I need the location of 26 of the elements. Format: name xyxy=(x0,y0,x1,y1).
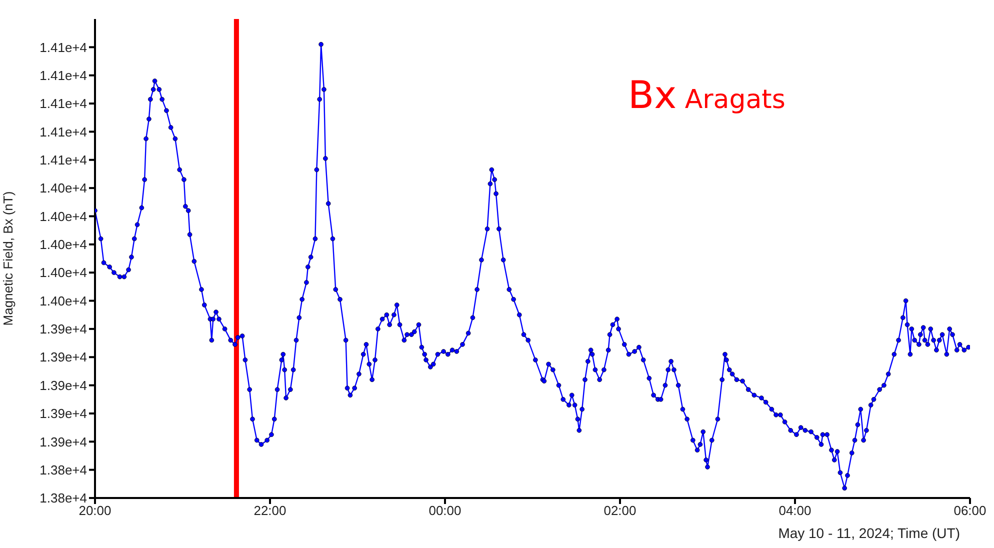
x-tick-label: 06:00 xyxy=(954,503,986,518)
y-tick-label: 1.39e+4 xyxy=(40,350,87,365)
x-tick-label: 20:00 xyxy=(78,503,112,518)
y-tick-label: 1.40e+4 xyxy=(40,293,87,308)
y-tick-label: 1.41e+4 xyxy=(40,152,87,168)
y-tick-label: 1.40e+4 xyxy=(40,265,87,280)
x-tick-label: 02:00 xyxy=(604,503,636,518)
y-tick-label: 1.38e+4 xyxy=(40,490,87,506)
x-axis-title: May 10 - 11, 2024; Time (UT) xyxy=(778,525,960,541)
y-tick-label: 1.39e+4 xyxy=(40,378,87,393)
y-tick-label: 1.41e+4 xyxy=(40,68,87,83)
y-tick-label: 1.40e+4 xyxy=(40,180,87,196)
y-tick-label: 1.38e+4 xyxy=(40,462,87,478)
x-tick-label: 04:00 xyxy=(778,503,812,518)
y-tick-label: 1.41e+4 xyxy=(40,96,87,112)
x-tick-label: 00:00 xyxy=(428,503,462,518)
y-tick-label: 1.41e+4 xyxy=(40,124,87,140)
x-tick-label: 22:00 xyxy=(254,503,286,518)
annotation: Bx Aragats xyxy=(628,73,786,117)
y-tick-label: 1.39e+4 xyxy=(40,434,87,450)
y-tick-label: 1.40e+4 xyxy=(40,237,87,252)
y-axis-title: Magnetic Field, Bx (nT) xyxy=(0,191,16,326)
y-tick-label: 1.39e+4 xyxy=(40,406,87,422)
y-tick-label: 1.39e+4 xyxy=(40,322,87,337)
y-tick-label: 1.40e+4 xyxy=(40,208,87,224)
y-tick-label: 1.41e+4 xyxy=(40,40,87,55)
